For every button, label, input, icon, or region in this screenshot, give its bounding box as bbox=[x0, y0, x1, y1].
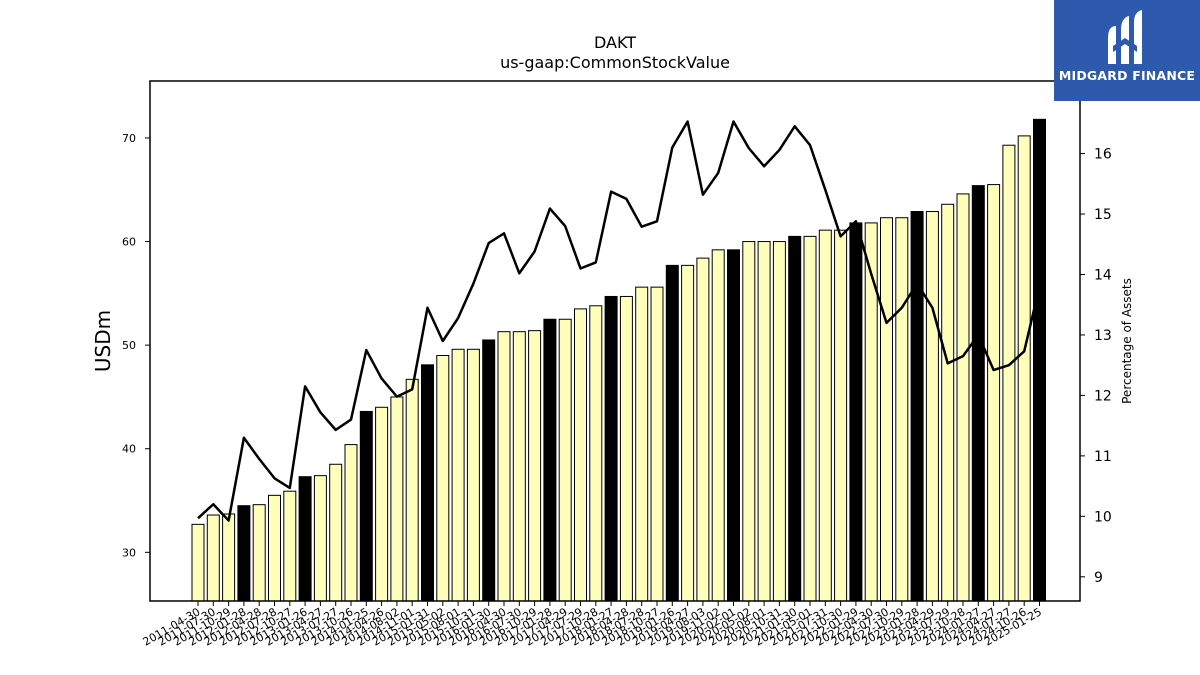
bar bbox=[1017, 135, 1031, 602]
y-tick-label: 50 bbox=[122, 339, 136, 352]
y-axis-right: 9 10 11 12 13 14 15 16 bbox=[1080, 147, 1112, 586]
bar bbox=[283, 490, 297, 602]
bar bbox=[512, 331, 526, 602]
bar bbox=[818, 229, 832, 602]
bar bbox=[956, 193, 970, 602]
bar bbox=[803, 235, 817, 602]
bar bbox=[665, 264, 679, 602]
bar bbox=[482, 339, 496, 602]
bar bbox=[528, 330, 542, 602]
bar bbox=[390, 396, 404, 602]
bar bbox=[727, 249, 740, 602]
bar bbox=[1002, 144, 1016, 602]
bar bbox=[298, 476, 312, 602]
bar bbox=[359, 410, 373, 602]
bar bbox=[329, 463, 343, 602]
bar bbox=[757, 241, 771, 602]
bar bbox=[971, 185, 985, 602]
y-axis-left: 30 40 50 60 70 bbox=[122, 132, 150, 559]
bar bbox=[696, 257, 710, 602]
bar bbox=[206, 514, 220, 602]
bar bbox=[650, 286, 664, 602]
bar bbox=[252, 504, 266, 602]
line-series bbox=[197, 120, 1041, 522]
bar bbox=[788, 235, 802, 602]
bar bbox=[895, 217, 909, 602]
bar bbox=[849, 222, 863, 602]
bar bbox=[375, 406, 389, 602]
bar bbox=[589, 305, 603, 602]
bar bbox=[451, 348, 465, 602]
y-tick-label: 60 bbox=[122, 236, 136, 249]
y-axis-label: USDm bbox=[91, 310, 115, 372]
y2-tick-label: 16 bbox=[1094, 147, 1112, 163]
bar bbox=[436, 355, 450, 602]
bar bbox=[344, 444, 358, 602]
bar bbox=[772, 241, 786, 602]
y2-tick-label: 11 bbox=[1094, 449, 1112, 465]
bar bbox=[574, 308, 587, 602]
bar bbox=[313, 475, 327, 602]
bar bbox=[987, 184, 1001, 602]
y2-tick-label: 13 bbox=[1094, 328, 1112, 344]
y2-tick-label: 9 bbox=[1094, 570, 1103, 586]
bar bbox=[237, 505, 251, 602]
y2-tick-label: 12 bbox=[1094, 388, 1112, 404]
line-series-path bbox=[197, 120, 1041, 522]
y-tick-label: 70 bbox=[122, 132, 136, 145]
bar bbox=[405, 378, 419, 602]
bar bbox=[864, 222, 878, 602]
bar bbox=[880, 217, 893, 602]
chart-title: DAKT bbox=[594, 33, 636, 52]
midgard-logo-icon bbox=[1108, 10, 1142, 64]
x-axis: 2011-04-302011-07-302011-10-292012-01-28… bbox=[141, 601, 1044, 649]
bar bbox=[681, 264, 695, 602]
y2-tick-label: 14 bbox=[1094, 267, 1112, 283]
bars bbox=[191, 118, 1046, 602]
y2-tick-label: 10 bbox=[1094, 509, 1112, 525]
chart-subtitle: us-gaap:CommonStockValue bbox=[500, 53, 730, 72]
plot-frame bbox=[149, 80, 1081, 602]
y2-tick-label: 15 bbox=[1094, 207, 1112, 223]
brand-name: MIDGARD FINANCE bbox=[1058, 68, 1196, 83]
bar bbox=[543, 318, 557, 602]
y-tick-label: 30 bbox=[122, 546, 136, 559]
bar bbox=[497, 331, 511, 602]
bar bbox=[635, 286, 649, 602]
bar bbox=[910, 211, 924, 602]
bar bbox=[711, 249, 725, 602]
bar bbox=[834, 229, 848, 602]
bar bbox=[941, 203, 955, 602]
y2-axis-label: Percentage of Assets bbox=[1120, 278, 1134, 404]
bar bbox=[268, 494, 281, 602]
bar bbox=[619, 295, 633, 602]
bar bbox=[222, 513, 236, 602]
bar bbox=[742, 241, 756, 602]
bar bbox=[466, 348, 480, 602]
bar bbox=[191, 523, 205, 602]
y-tick-label: 40 bbox=[122, 443, 136, 456]
bar bbox=[1033, 118, 1046, 602]
bar bbox=[604, 295, 618, 602]
brand-logo: MIDGARD FINANCE bbox=[1054, 0, 1200, 101]
bar bbox=[558, 318, 572, 602]
bar bbox=[925, 211, 939, 602]
bar bbox=[421, 364, 434, 602]
